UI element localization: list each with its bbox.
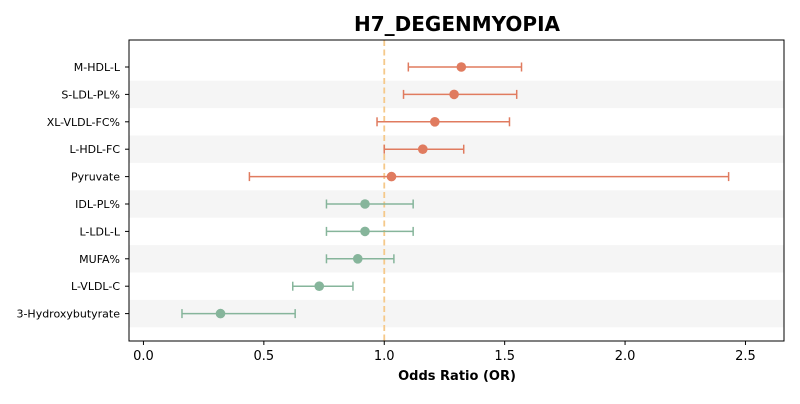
row-stripe bbox=[129, 190, 784, 218]
forest-row bbox=[402, 89, 518, 100]
or-point bbox=[386, 171, 397, 182]
row-stripe bbox=[129, 245, 784, 273]
y-tick-label: IDL-PL% bbox=[75, 198, 120, 211]
y-tick-label: S-LDL-PL% bbox=[61, 88, 120, 101]
forest-row bbox=[181, 308, 296, 319]
y-tick-label: L-VLDL-C bbox=[71, 280, 120, 293]
y-tick-label: MUFA% bbox=[79, 253, 120, 266]
forest-row bbox=[376, 117, 511, 127]
x-tick-label: 0.5 bbox=[254, 349, 275, 364]
x-axis-label: Odds Ratio (OR) bbox=[398, 369, 516, 384]
forest-row bbox=[383, 144, 465, 154]
y-axis-ticks: M-HDL-L S-LDL-PL% XL-VLDL-FC% L-HDL-FC Pyruv… bbox=[16, 61, 129, 321]
or-point bbox=[449, 89, 459, 100]
forest-row bbox=[292, 281, 354, 292]
forest-row bbox=[407, 62, 523, 72]
y-tick-label: L-LDL-L bbox=[79, 225, 120, 238]
x-tick-label: 2.0 bbox=[615, 349, 636, 364]
forest-row bbox=[248, 171, 730, 182]
or-point bbox=[215, 308, 226, 319]
x-axis-ticks: 0.0 0.5 1.0 1.5 2.0 2.5 bbox=[133, 341, 756, 364]
or-point bbox=[360, 199, 370, 209]
or-point bbox=[314, 281, 325, 292]
or-point bbox=[456, 62, 467, 72]
x-tick-label: 2.5 bbox=[735, 349, 756, 364]
or-point bbox=[417, 144, 428, 154]
y-tick-label: 3-Hydroxybutyrate bbox=[16, 308, 120, 321]
forest-row bbox=[325, 199, 414, 209]
row-stripes bbox=[129, 80, 784, 328]
chart-title: H7_DEGENMYOPIA bbox=[354, 12, 561, 36]
or-point bbox=[360, 226, 370, 237]
data-marks bbox=[181, 62, 730, 319]
forest-row bbox=[325, 253, 395, 264]
or-point bbox=[352, 253, 363, 264]
x-tick-label: 0.0 bbox=[133, 349, 154, 364]
plot-area-frame bbox=[128, 39, 785, 342]
forest-row bbox=[325, 226, 414, 237]
x-tick-label: 1.0 bbox=[374, 349, 395, 364]
y-tick-label: XL-VLDL-FC% bbox=[47, 116, 120, 129]
y-tick-label: M-HDL-L bbox=[74, 61, 121, 74]
y-tick-label: L-HDL-FC bbox=[69, 143, 120, 156]
y-tick-label: Pyruvate bbox=[71, 171, 120, 184]
or-point bbox=[430, 117, 440, 127]
x-tick-label: 1.5 bbox=[494, 349, 515, 364]
